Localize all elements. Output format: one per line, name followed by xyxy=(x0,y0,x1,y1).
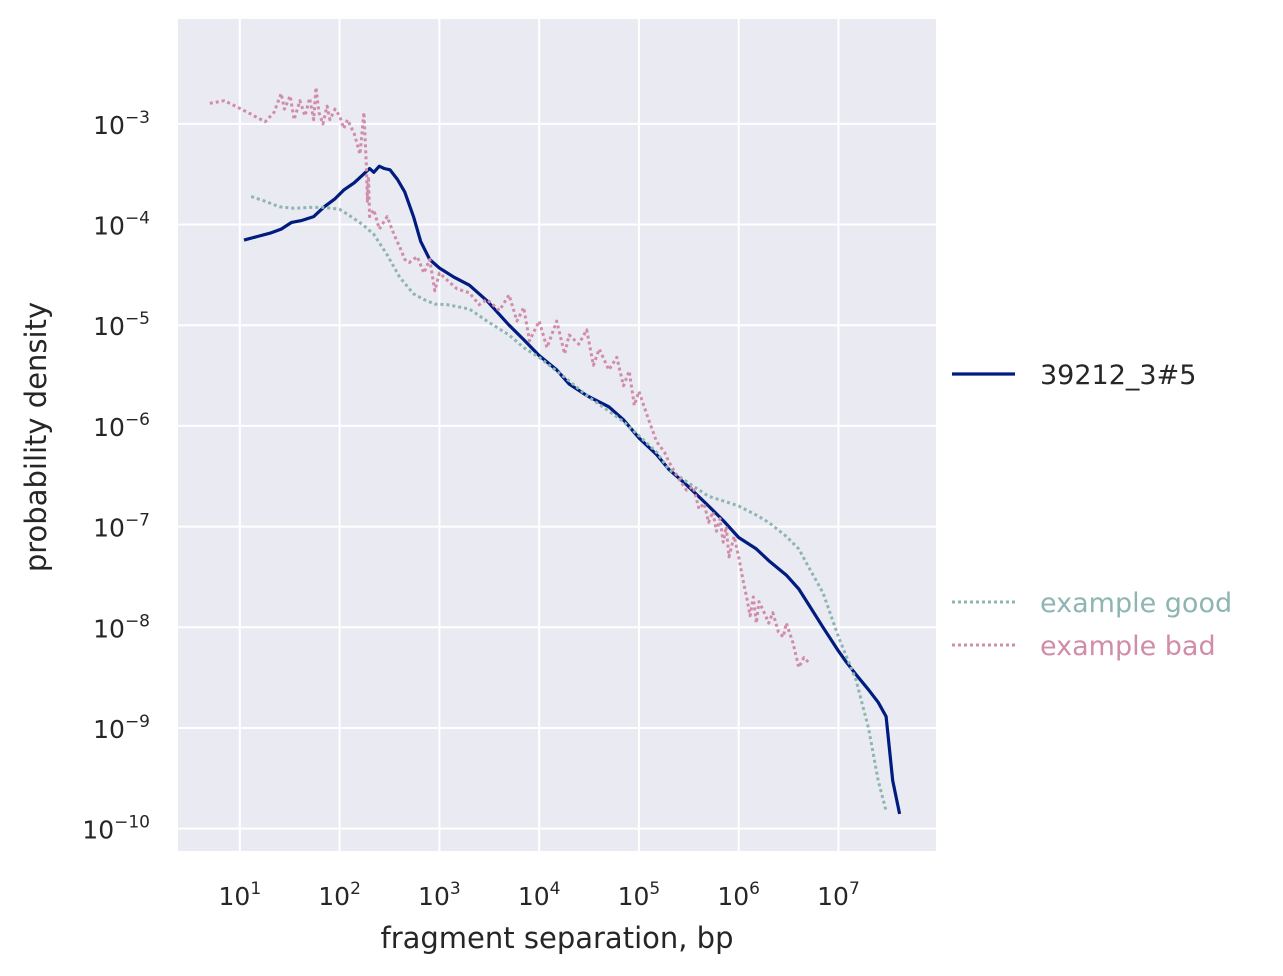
plot-area xyxy=(178,19,936,851)
x-tick-base: 10 xyxy=(418,882,450,911)
series-layer xyxy=(209,85,902,815)
y-tick-base: 10 xyxy=(93,111,125,140)
x-tick-exponent: 6 xyxy=(749,879,760,899)
y-tick-base: 10 xyxy=(93,514,125,543)
x-tick-label: 107 xyxy=(817,879,860,911)
x-tick-exponent: 7 xyxy=(849,879,860,899)
y-tick-label: 10−8 xyxy=(93,611,150,643)
x-tick-label: 102 xyxy=(318,879,361,911)
x-tick-exponent: 2 xyxy=(350,879,361,899)
y-tick-exponent: −7 xyxy=(125,511,150,531)
x-tick-exponent: 3 xyxy=(450,879,461,899)
x-tick-label: 105 xyxy=(618,879,661,911)
y-tick-exponent: −6 xyxy=(125,410,150,430)
y-tick-base: 10 xyxy=(93,614,125,643)
y-tick-base: 10 xyxy=(82,816,114,845)
y-tick-label: 10−4 xyxy=(93,209,150,241)
y-tick-base: 10 xyxy=(93,715,125,744)
y-tick-base: 10 xyxy=(93,212,125,241)
legend-label: 39212_3#5 xyxy=(1040,360,1196,391)
x-tick-exponent: 4 xyxy=(550,879,561,899)
x-tick-base: 10 xyxy=(817,882,849,911)
y-tick-exponent: −8 xyxy=(125,611,150,631)
x-tick-exponent: 1 xyxy=(250,879,261,899)
x-tick-base: 10 xyxy=(518,882,550,911)
y-tick-exponent: −3 xyxy=(125,108,150,128)
x-tick-label: 106 xyxy=(717,879,760,911)
x-tick-base: 10 xyxy=(717,882,749,911)
series-line-39212-3-5 xyxy=(243,164,902,815)
y-tick-exponent: −4 xyxy=(125,209,150,229)
series-line-example-good xyxy=(250,195,888,812)
x-tick-base: 10 xyxy=(618,882,650,911)
y-tick-label: 10−10 xyxy=(82,813,150,845)
y-tick-base: 10 xyxy=(93,413,125,442)
y-tick-label: 10−5 xyxy=(93,309,150,341)
x-tick-base: 10 xyxy=(318,882,350,911)
y-tick-label: 10−3 xyxy=(93,108,150,140)
x-axis-title: fragment separation, bp xyxy=(381,921,734,955)
y-tick-label: 10−7 xyxy=(93,511,150,543)
y-tick-base: 10 xyxy=(93,312,125,341)
x-tick-exponent: 5 xyxy=(649,879,660,899)
x-tick-label: 104 xyxy=(518,879,561,911)
y-tick-exponent: −9 xyxy=(125,712,150,732)
y-tick-label: 10−9 xyxy=(93,712,150,744)
y-tick-label: 10−6 xyxy=(93,410,150,442)
y-tick-labels: 10−310−410−510−610−710−810−910−10 xyxy=(82,108,150,845)
x-tick-base: 10 xyxy=(219,882,251,911)
y-tick-exponent: −5 xyxy=(125,309,150,329)
x-tick-label: 103 xyxy=(418,879,461,911)
y-tick-exponent: −10 xyxy=(114,813,150,833)
x-tick-label: 101 xyxy=(219,879,262,911)
x-tick-labels: 101 102 103 104 105 106 107 xyxy=(219,879,860,911)
series-line-example-bad xyxy=(209,85,810,669)
legend-label: example good xyxy=(1040,588,1232,619)
legend-label: example bad xyxy=(1040,631,1216,662)
y-axis-title: probability density xyxy=(19,302,53,572)
